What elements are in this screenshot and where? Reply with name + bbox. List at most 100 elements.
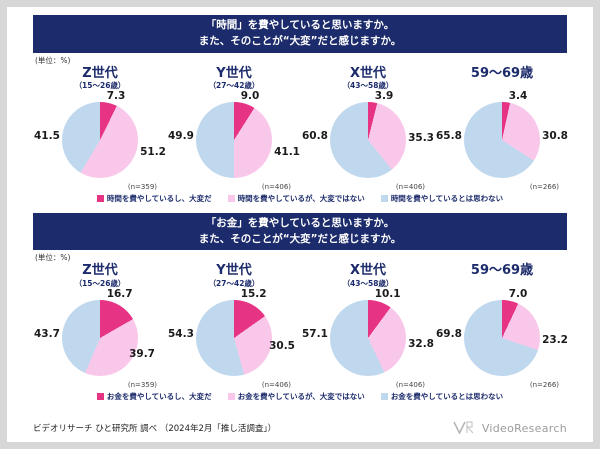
value-label-not-spend: 54.3	[168, 327, 194, 340]
banner-title-line1: 「お金」を費やしていると思いますか。	[205, 216, 395, 229]
legend-label: 時間を費やしているとは思わない	[390, 193, 504, 203]
vr-logo-icon	[453, 421, 474, 434]
pie-chart-time-gen-x: X世代 （43～58歳） 3.9 35.3 60.8 (n=406)	[301, 65, 435, 191]
pie-chart-time-gen-y: Y世代 （27～42歳） 9.0 41.1 49.9 (n=406)	[167, 65, 301, 191]
generation-title: Y世代	[216, 263, 252, 279]
generation-age-range: （15～26歳）	[74, 80, 126, 90]
pie-area: 7.3 51.2 41.5 (n=359)	[33, 89, 167, 191]
value-label-spend-hard: 10.1	[374, 287, 401, 300]
value-label-spend-not-hard: 30.8	[542, 129, 568, 142]
value-label-not-spend: 49.9	[168, 129, 194, 142]
money-section-banner: 「お金」を費やしていると思いますか。 また、そのことが“大変”だと感じますか。	[33, 212, 567, 251]
value-label-spend-not-hard: 35.3	[408, 131, 434, 144]
value-label-not-spend: 41.5	[34, 129, 60, 142]
sample-size-label: (n=266)	[529, 182, 559, 191]
legend-label: お金を費やしているし、大変だ	[106, 391, 212, 401]
pie-chart-time-59-69: 59～69歳 3.4 30.8 65.8 (n=266)	[435, 65, 569, 191]
generation-age-range: （15～26歳）	[74, 278, 126, 288]
sample-size-label: (n=406)	[261, 380, 291, 389]
value-label-spend-not-hard: 32.8	[408, 337, 434, 350]
sample-size-label: (n=406)	[395, 380, 425, 389]
generation-title: Z世代	[82, 263, 118, 279]
value-label-spend-hard: 15.2	[240, 287, 267, 300]
legend-item: 時間を費やしているが、大変ではない	[227, 193, 365, 204]
pie-graphic	[464, 102, 540, 179]
pie-area: 9.0 41.1 49.9 (n=406)	[167, 89, 301, 191]
value-label-not-spend: 65.8	[436, 129, 462, 142]
legend-swatch-dark-pink	[96, 194, 104, 202]
legend-swatch-light-blue	[380, 392, 388, 400]
pie-graphic	[62, 102, 138, 179]
generation-title: X世代	[349, 263, 387, 279]
pie-graphic	[62, 300, 138, 377]
legend-item: お金を費やしているが、大変ではない	[227, 391, 365, 402]
legend-swatch-dark-pink	[96, 392, 104, 400]
legend-label: 時間を費やしているが、大変ではない	[237, 193, 365, 203]
value-label-spend-hard: 7.0	[508, 287, 528, 300]
value-label-not-spend: 69.8	[436, 327, 462, 340]
generation-title: Z世代	[82, 65, 118, 81]
pie-area: 7.0 23.2 69.8 (n=266)	[435, 287, 569, 389]
money-section: 「お金」を費やしていると思いますか。 また、そのことが“大変”だと感じますか。 …	[33, 212, 569, 402]
pie-chart-money-gen-y: Y世代 （27～42歳） 15.2 30.5 54.3 (n=406)	[167, 263, 301, 389]
pie-area: 3.9 35.3 60.8 (n=406)	[301, 89, 435, 191]
generation-title: 59～69歳	[470, 263, 534, 279]
generation-age-range: （27～42歳）	[208, 278, 260, 288]
legend-label: 時間を費やしているし、大変だ	[106, 193, 212, 203]
pie-area: 3.4 30.8 65.8 (n=266)	[435, 89, 569, 191]
generation-title: X世代	[349, 65, 387, 81]
legend-item: 時間を費やしているし、大変だ	[96, 193, 212, 204]
footer: ビデオリサーチ ひと研究所 調べ （2024年2月「推し活調査」） VideoR…	[33, 421, 567, 436]
generation-age-range: （43～58歳）	[342, 80, 394, 90]
sample-size-label: (n=266)	[529, 380, 559, 389]
value-label-spend-hard: 3.4	[508, 89, 528, 102]
legend-item: お金を費やしているとは思わない	[380, 391, 504, 402]
time-section-banner: 「時間」を費やしていると思いますか。 また、そのことが“大変”だと感じますか。	[33, 15, 567, 53]
generation-title: Y世代	[216, 65, 252, 81]
logo-text: VideoResearch	[481, 422, 567, 435]
pie-chart-money-gen-z: Z世代 （15～26歳） 16.7 39.7 43.7 (n=359)	[33, 263, 167, 389]
generation-age-range: （43～58歳）	[342, 278, 394, 288]
pie-area: 10.1 32.8 57.1 (n=406)	[301, 287, 435, 389]
value-label-spend-hard: 3.9	[374, 89, 394, 102]
pie-chart-money-gen-x: X世代 （43～58歳） 10.1 32.8 57.1 (n=406)	[301, 263, 435, 389]
time-legend: 時間を費やしているし、大変だ 時間を費やしているが、大変ではない 時間を費やして…	[33, 193, 567, 204]
sample-size-label: (n=406)	[395, 182, 425, 191]
pie-chart-time-gen-z: Z世代 （15～26歳） 7.3 51.2 41.5 (n=359)	[33, 65, 167, 191]
banner-title-line2: また、そのことが“大変”だと感じますか。	[198, 34, 402, 47]
pie-graphic	[330, 102, 406, 179]
sample-size-label: (n=359)	[127, 182, 157, 191]
pie-graphic	[196, 300, 272, 377]
generation-title: 59～69歳	[470, 65, 534, 81]
value-label-spend-hard: 16.7	[106, 287, 133, 300]
legend-swatch-light-pink	[227, 392, 235, 400]
money-legend: お金を費やしているし、大変だ お金を費やしているが、大変ではない お金を費やして…	[33, 391, 567, 402]
value-label-spend-not-hard: 39.7	[129, 347, 155, 360]
pie-graphic	[196, 102, 272, 179]
value-label-spend-not-hard: 23.2	[542, 333, 568, 346]
pie-chart-money-59-69: 59～69歳 7.0 23.2 69.8 (n=266)	[435, 263, 569, 389]
legend-swatch-light-pink	[227, 194, 235, 202]
pie-area: 15.2 30.5 54.3 (n=406)	[167, 287, 301, 389]
pie-area: 16.7 39.7 43.7 (n=359)	[33, 287, 167, 389]
pie-graphic	[330, 300, 406, 377]
time-section: 「時間」を費やしていると思いますか。 また、そのことが“大変”だと感じますか。 …	[33, 15, 569, 204]
unit-label: (単位：%)	[35, 253, 71, 263]
legend-item: お金を費やしているし、大変だ	[96, 391, 212, 402]
legend-label: お金を費やしているが、大変ではない	[237, 391, 365, 401]
legend-item: 時間を費やしているとは思わない	[380, 193, 504, 204]
value-label-not-spend: 60.8	[302, 129, 328, 142]
value-label-spend-hard: 9.0	[240, 89, 260, 102]
value-label-spend-not-hard: 30.5	[269, 339, 295, 352]
legend-label: お金を費やしているとは思わない	[390, 391, 504, 401]
value-label-spend-not-hard: 51.2	[140, 145, 166, 158]
unit-label: (単位：%)	[35, 55, 71, 65]
value-label-spend-hard: 7.3	[106, 89, 126, 102]
sample-size-label: (n=406)	[261, 182, 291, 191]
source-credit: ビデオリサーチ ひと研究所 調べ （2024年2月「推し活調査」）	[33, 424, 277, 434]
time-charts-row: Z世代 （15～26歳） 7.3 51.2 41.5 (n=359) Y世代 （…	[33, 65, 569, 191]
value-label-spend-not-hard: 41.1	[274, 145, 300, 158]
legend-swatch-light-blue	[380, 194, 388, 202]
money-charts-row: Z世代 （15～26歳） 16.7 39.7 43.7 (n=359) Y世代 …	[33, 263, 569, 389]
